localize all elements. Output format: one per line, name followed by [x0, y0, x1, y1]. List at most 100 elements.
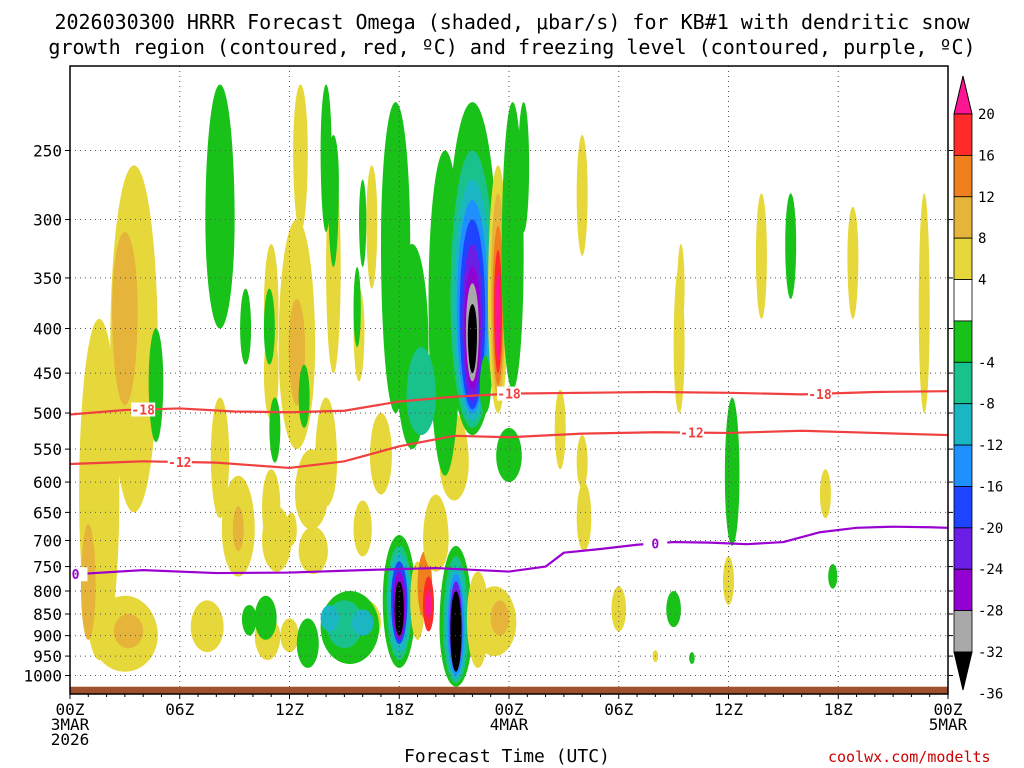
site-credit[interactable]: coolwx.com/modelts: [828, 748, 991, 766]
colorbar-swatch-pos12: [953, 154, 973, 198]
y-tick-label-300: 300: [33, 211, 62, 230]
omega-shade-39: [353, 266, 361, 347]
colorbar-label-9: -20: [978, 521, 1003, 537]
colorbar-label-11: -28: [978, 604, 1003, 620]
omega-shade-90: [576, 435, 588, 489]
omega-shade-61: [423, 494, 449, 572]
colorbar-swatch-neg12: [953, 403, 973, 446]
contour-line--12: [69, 429, 949, 470]
omega-shade-35: [296, 618, 319, 668]
colorbar-swatch-pos4: [953, 237, 973, 280]
x-tick-label-2-0: 12Z: [275, 700, 304, 719]
colorbar-swatch-neutral: [953, 279, 973, 322]
contour-label-bg-1-0: [167, 454, 192, 469]
chart-title-line-2: growth region (contoured, red, ºC) and f…: [48, 35, 976, 59]
y-tick-label-250: 250: [33, 142, 62, 161]
omega-shade-87: [496, 427, 522, 483]
y-tick-label-800: 800: [33, 582, 62, 601]
contour-label-bg-0-0: [131, 402, 156, 417]
colorbar-label-8: -16: [978, 479, 1003, 495]
omega-shade-105: [847, 206, 859, 319]
omega-shade-43: [320, 604, 339, 632]
colorbar-label-7: -12: [978, 438, 1003, 454]
contour-label-0-0: 0: [72, 568, 80, 583]
ground-strip: [70, 686, 948, 694]
omega-shade-25: [369, 413, 392, 495]
omega-shade-99: [724, 397, 740, 546]
x-axis-title: Forecast Time (UTC): [404, 746, 610, 767]
omega-shade-100: [723, 556, 734, 605]
omega-shade-16: [293, 84, 308, 232]
contour-line--18: [69, 390, 949, 416]
omega-shade-37: [327, 135, 339, 267]
y-tick-label-600: 600: [33, 473, 62, 492]
x-tick-label-7-0: 18Z: [824, 700, 853, 719]
contour-label-bg-0-1: [497, 386, 521, 401]
x-tick-label-0-1: 3MAR: [51, 715, 90, 734]
y-tick-label-700: 700: [33, 531, 62, 550]
omega-shade-64: [490, 600, 509, 636]
colorbar-swatch-neg28: [953, 568, 973, 612]
y-tick-label-350: 350: [33, 269, 62, 288]
omega-shade-14: [280, 618, 299, 653]
colorbar-bottom-arrow: [953, 651, 973, 691]
omega-shade-70: [406, 346, 436, 436]
colorbar-label-5: -4: [978, 355, 995, 371]
x-tick-label-8-1: 5MAR: [929, 715, 968, 734]
omega-shade-33: [269, 397, 281, 463]
x-tick-label-0-0: 00Z: [56, 700, 85, 719]
y-tick-label-450: 450: [33, 364, 62, 383]
contour-line-0: [69, 525, 949, 576]
contour-label--12-1: -12: [680, 427, 703, 442]
omega-shade-7: [210, 397, 230, 519]
y-tick-label-550: 550: [33, 440, 62, 459]
omega-shade-60: [450, 591, 462, 672]
contour-label--18-1: -18: [497, 388, 521, 403]
omega-shade-29: [205, 84, 235, 329]
colorbar-label-12: -32: [978, 645, 1003, 661]
omega-shade-40: [359, 179, 367, 267]
omega-shade-5: [80, 523, 96, 640]
y-tick-label-850: 850: [33, 605, 62, 624]
colorbar-swatch-neg16: [953, 444, 973, 487]
omega-shade-9: [232, 506, 244, 552]
y-tick-label-650: 650: [33, 503, 62, 522]
colorbar-label-4: 4: [978, 273, 986, 289]
contour-label-bg-0-2: [807, 386, 832, 401]
omega-shade-104: [828, 564, 838, 589]
y-tick-label-900: 900: [33, 627, 62, 646]
colorbar-label-10: -24: [978, 562, 1003, 578]
omega-shade-26: [366, 165, 378, 289]
omega-shade-79: [467, 304, 477, 374]
omega-shade-54: [425, 591, 432, 619]
colorbar-label-13: -36: [978, 686, 1003, 702]
omega-shade-102: [785, 193, 797, 299]
colorbar-top-arrow: [953, 75, 973, 115]
colorbar-label-6: -8: [978, 397, 995, 413]
x-tick-label-1-0: 06Z: [165, 700, 194, 719]
omega-shade-22: [315, 397, 338, 507]
x-tick-label-3-0: 18Z: [385, 700, 414, 719]
contour-label-0-1: 0: [651, 537, 659, 552]
omega-shade-88: [518, 102, 530, 232]
omega-shade-92: [576, 135, 588, 256]
y-tick-label-400: 400: [33, 320, 62, 339]
omega-shade-96: [666, 591, 681, 628]
colorbar-swatch-neg24: [953, 527, 973, 570]
colorbar-label-1: 16: [978, 148, 995, 164]
omega-shade-24: [353, 500, 372, 557]
colorbar-swatch-neg32: [953, 610, 973, 653]
omega-shade-106: [918, 193, 930, 414]
x-tick-label-5-0: 06Z: [604, 700, 633, 719]
x-tick-label-0-2: 2026: [51, 730, 90, 749]
omega-shade-103: [819, 469, 831, 519]
y-tick-label-950: 950: [33, 647, 62, 666]
omega-shade-34: [298, 364, 310, 428]
colorbar-swatch-neg8: [953, 361, 973, 405]
contour-label--18-2: -18: [808, 388, 832, 403]
colorbar-swatch-neg20: [953, 486, 973, 529]
contour-label-bg-1-1: [679, 425, 704, 440]
x-tick-label-8-0: 00Z: [934, 700, 963, 719]
omega-shade-23: [298, 526, 328, 575]
